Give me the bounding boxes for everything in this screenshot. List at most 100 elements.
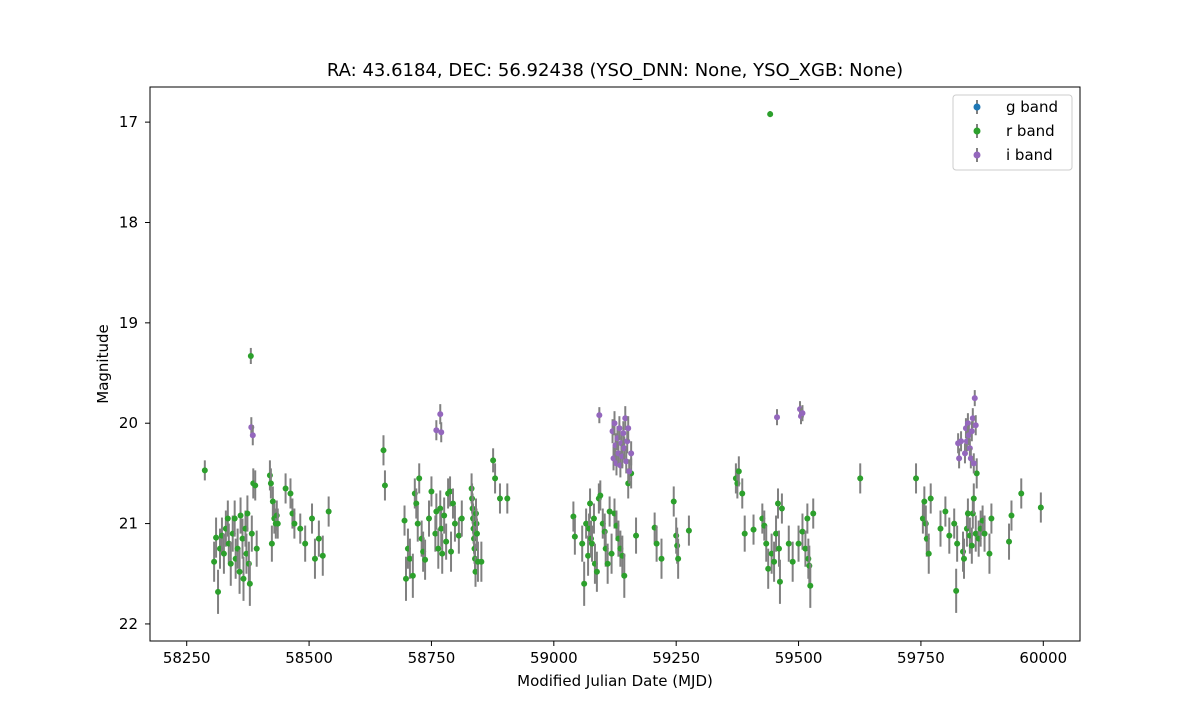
data-point — [325, 508, 332, 515]
data-point — [954, 540, 961, 547]
data-point — [201, 467, 208, 474]
data-point — [428, 488, 435, 495]
data-point — [268, 540, 275, 547]
data-point — [964, 420, 971, 427]
data-point — [968, 542, 975, 549]
data-point — [237, 512, 244, 519]
legend-item-r-band: r band — [973, 122, 1055, 140]
data-point — [658, 555, 665, 562]
data-point — [670, 498, 677, 505]
data-point — [596, 412, 603, 419]
data-point — [409, 572, 416, 579]
data-point — [227, 560, 234, 567]
data-point — [927, 495, 934, 502]
data-point — [620, 430, 627, 437]
data-point — [799, 410, 806, 417]
data-point — [269, 498, 276, 505]
data-point — [628, 450, 635, 457]
data-point — [240, 575, 247, 582]
data-point — [795, 540, 802, 547]
data-point — [988, 515, 995, 522]
data-point — [380, 447, 387, 454]
legend-box — [952, 94, 1073, 171]
data-point — [972, 422, 979, 429]
data-point — [739, 490, 746, 497]
x-tick-label: 59250 — [652, 649, 700, 667]
data-point — [302, 540, 309, 547]
y-axis: 17 18 19 20 21 22 — [119, 113, 150, 633]
data-point — [685, 527, 692, 534]
data-point — [443, 538, 450, 545]
data-point — [625, 425, 632, 432]
y-tick-label: 19 — [119, 314, 138, 332]
data-point — [633, 532, 640, 539]
legend-marker — [973, 151, 981, 159]
data-point — [590, 515, 597, 522]
data-point — [414, 520, 421, 527]
data-point — [413, 500, 420, 507]
data-point — [765, 565, 772, 572]
data-point — [763, 540, 770, 547]
x-tick-label: 59500 — [775, 649, 823, 667]
data-point — [244, 510, 251, 517]
data-point — [802, 545, 809, 552]
data-point — [958, 438, 965, 445]
data-point — [448, 548, 455, 555]
series-r-band — [201, 111, 1044, 614]
data-point — [248, 530, 255, 537]
data-point — [1018, 490, 1025, 497]
data-point — [401, 517, 408, 524]
data-point — [247, 352, 254, 359]
data-point — [593, 568, 600, 575]
data-point — [433, 427, 440, 434]
data-point — [799, 528, 806, 535]
data-point — [579, 540, 586, 547]
x-axis-label: Modified Julian Date (MJD) — [517, 672, 713, 690]
data-point — [735, 468, 742, 475]
data-point — [946, 532, 953, 539]
x-tick-label: 58750 — [408, 649, 456, 667]
data-point — [439, 550, 446, 557]
data-point — [224, 515, 231, 522]
data-point — [611, 420, 618, 427]
data-point — [776, 578, 783, 585]
data-point — [246, 580, 253, 587]
data-point — [432, 530, 439, 537]
data-point — [970, 460, 977, 467]
data-point — [804, 515, 811, 522]
data-point — [449, 500, 456, 507]
plot-area-frame — [149, 86, 1081, 642]
x-axis: 58250 58500 58750 59000 59250 59500 59750 60000 — [163, 641, 1067, 667]
legend-label: r band — [1006, 122, 1055, 140]
data-point — [604, 560, 611, 567]
data-point — [239, 535, 246, 542]
data-point — [919, 515, 926, 522]
data-point — [778, 505, 785, 512]
data-point — [774, 414, 781, 421]
data-point — [942, 508, 949, 515]
data-point — [986, 550, 993, 557]
data-point — [785, 540, 792, 547]
chart-title: RA: 43.6184, DEC: 56.92438 (YSO_DNN: Non… — [327, 60, 903, 81]
data-point — [913, 475, 920, 482]
legend-marker — [973, 103, 981, 111]
x-tick-label: 58500 — [285, 649, 333, 667]
data-point — [451, 520, 458, 527]
data-point — [215, 588, 222, 595]
data-point — [961, 450, 968, 457]
data-point — [438, 525, 445, 532]
data-point — [437, 505, 444, 512]
data-point — [951, 520, 958, 527]
legend: g band r band i band — [952, 94, 1073, 171]
x-tick-label: 60000 — [1019, 649, 1067, 667]
legend-label: g band — [1006, 98, 1058, 116]
data-point — [220, 550, 227, 557]
data-point — [441, 512, 448, 519]
data-point — [416, 475, 423, 482]
data-point — [750, 526, 757, 533]
legend-items: g band r band i band — [973, 98, 1058, 164]
data-point — [971, 395, 978, 402]
data-point — [1037, 504, 1044, 511]
data-point — [274, 520, 281, 527]
data-point — [1008, 512, 1015, 519]
